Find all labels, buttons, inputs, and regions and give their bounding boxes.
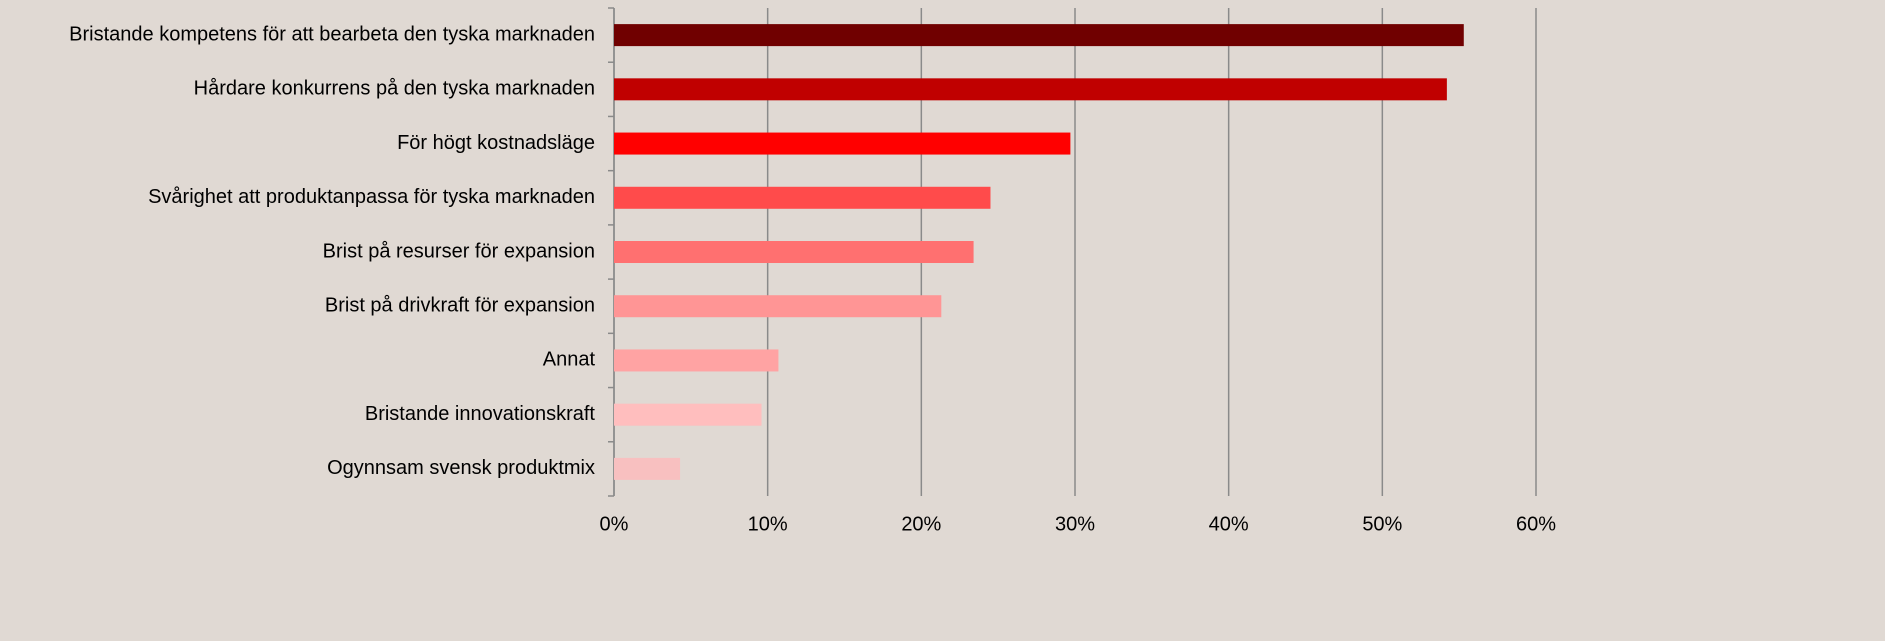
bar bbox=[614, 241, 974, 263]
y-tick-label: Ogynnsam svensk produktmix bbox=[327, 457, 595, 479]
bar bbox=[614, 349, 779, 372]
x-tick-label: 40% bbox=[1209, 513, 1249, 535]
bar bbox=[614, 186, 991, 209]
bar bbox=[614, 24, 1464, 47]
y-tick-label: Bristande kompetens för att bearbeta den… bbox=[69, 23, 595, 45]
x-tick-label: 20% bbox=[901, 513, 941, 535]
x-tick-label: 0% bbox=[600, 513, 629, 535]
y-tick-label: För högt kostnadsläge bbox=[397, 132, 595, 154]
x-tick-label: 50% bbox=[1362, 513, 1402, 535]
y-tick-label: Brist på drivkraft för expansion bbox=[325, 295, 595, 317]
bar bbox=[614, 295, 942, 318]
y-tick-label: Hårdare konkurrens på den tyska marknade… bbox=[194, 78, 595, 100]
y-tick-label: Brist på resurser för expansion bbox=[323, 240, 595, 262]
bar bbox=[614, 457, 681, 480]
y-tick-label: Bristande innovationskraft bbox=[365, 403, 596, 425]
y-tick-label: Svårighet att produktanpassa för tyska m… bbox=[148, 186, 595, 208]
bar bbox=[614, 78, 1447, 101]
y-tick-label: Annat bbox=[543, 349, 596, 371]
x-tick-label: 60% bbox=[1516, 513, 1556, 535]
x-tick-label: 30% bbox=[1055, 513, 1095, 535]
bar bbox=[614, 132, 1071, 155]
bar bbox=[614, 403, 762, 426]
x-tick-label: 10% bbox=[748, 513, 788, 535]
